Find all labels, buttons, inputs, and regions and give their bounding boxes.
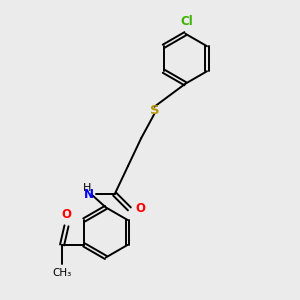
Text: N: N — [83, 188, 94, 201]
Text: O: O — [136, 202, 146, 215]
Text: Cl: Cl — [180, 15, 193, 28]
Text: H: H — [83, 183, 91, 193]
Text: O: O — [61, 208, 71, 220]
Text: S: S — [150, 104, 159, 117]
Text: CH₃: CH₃ — [52, 268, 72, 278]
